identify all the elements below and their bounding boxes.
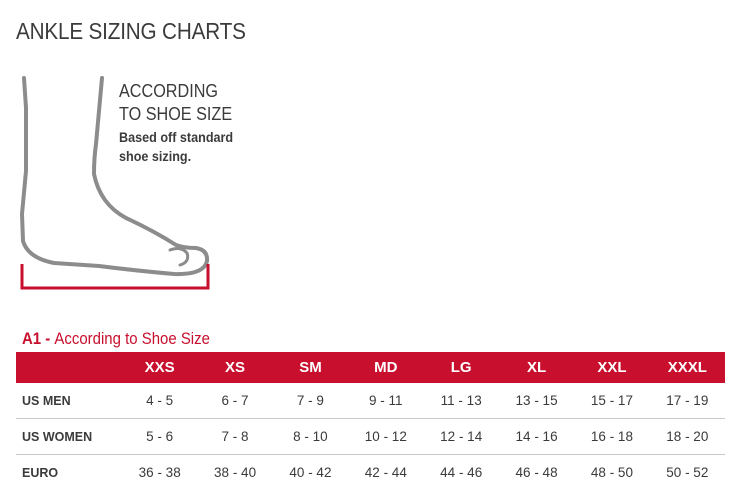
column-header: LG: [423, 352, 499, 383]
table-cell: 15 - 17: [574, 383, 650, 419]
section-code: A1: [22, 329, 42, 348]
column-header: XXS: [122, 352, 198, 383]
row-label: EURO: [22, 465, 59, 480]
foot-outline-icon: [20, 76, 210, 290]
table-row: US WOMEN 5 - 6 7 - 8 8 - 10 10 - 12 12 -…: [16, 418, 725, 455]
size-table-header: XXS XS SM MD LG XL XXL XXXL: [16, 352, 725, 383]
description-body-line2: shoe sizing.: [119, 148, 192, 164]
table-row: US MEN 4 - 5 6 - 7 7 - 9 9 - 11 11 - 13 …: [16, 383, 725, 419]
section-title: According to Shoe Size: [54, 329, 210, 348]
table-cell: 44 - 46: [440, 465, 483, 480]
table-cell: 11 - 13: [423, 383, 499, 419]
table-cell: 14 - 16: [498, 418, 575, 455]
size-description: ACCORDING TO SHOE SIZE Based off standar…: [119, 80, 246, 166]
description-body-line1: Based off standard: [119, 129, 234, 145]
table-cell: 9 - 11: [348, 383, 424, 419]
table-cell: 18 - 20: [649, 418, 725, 455]
table-cell: 46 - 48: [515, 465, 558, 480]
section-separator: -: [41, 329, 55, 348]
table-cell: 42 - 44: [364, 465, 407, 480]
foot-length-bracket: [20, 264, 210, 290]
header-corner-cell: [16, 352, 122, 383]
size-table: XXS XS SM MD LG XL XXL XXXL US MEN 4 - 5…: [16, 352, 725, 490]
column-header: MD: [348, 352, 424, 383]
table-cell: 4 - 5: [122, 383, 198, 419]
row-label: US WOMEN: [16, 418, 122, 455]
table-cell: 36 - 38: [138, 465, 181, 480]
table-cell: 7 - 8: [197, 418, 273, 455]
table-cell: 16 - 18: [574, 418, 650, 455]
column-header: XS: [197, 352, 273, 383]
table-cell: 13 - 15: [498, 383, 575, 419]
description-heading-line2: TO SHOE SIZE: [119, 104, 233, 124]
table-cell: 50 - 52: [666, 465, 709, 480]
column-header: XXL: [574, 352, 650, 383]
table-cell: 10 - 12: [348, 418, 424, 455]
table-cell: 7 - 9: [272, 383, 349, 419]
row-label: US MEN: [16, 383, 122, 419]
section-heading: A1 - According to Shoe Size: [22, 329, 210, 349]
column-header: XL: [498, 352, 575, 383]
table-cell: 38 - 40: [214, 465, 257, 480]
table-cell: 12 - 14: [423, 418, 499, 455]
table-cell: 8 - 10: [272, 418, 349, 455]
table-cell: 48 - 50: [590, 465, 633, 480]
column-header: SM: [272, 352, 349, 383]
page-title: ANKLE SIZING CHARTS: [16, 18, 246, 44]
table-cell: 5 - 6: [122, 418, 198, 455]
description-heading-line1: ACCORDING: [119, 81, 219, 101]
table-cell: 17 - 19: [649, 383, 725, 419]
table-cell: 6 - 7: [197, 383, 273, 419]
table-row: EURO 36 - 38 38 - 40 40 - 42 42 - 44 44 …: [16, 455, 725, 491]
column-header: XXXL: [649, 352, 725, 383]
table-cell: 40 - 42: [289, 465, 332, 480]
